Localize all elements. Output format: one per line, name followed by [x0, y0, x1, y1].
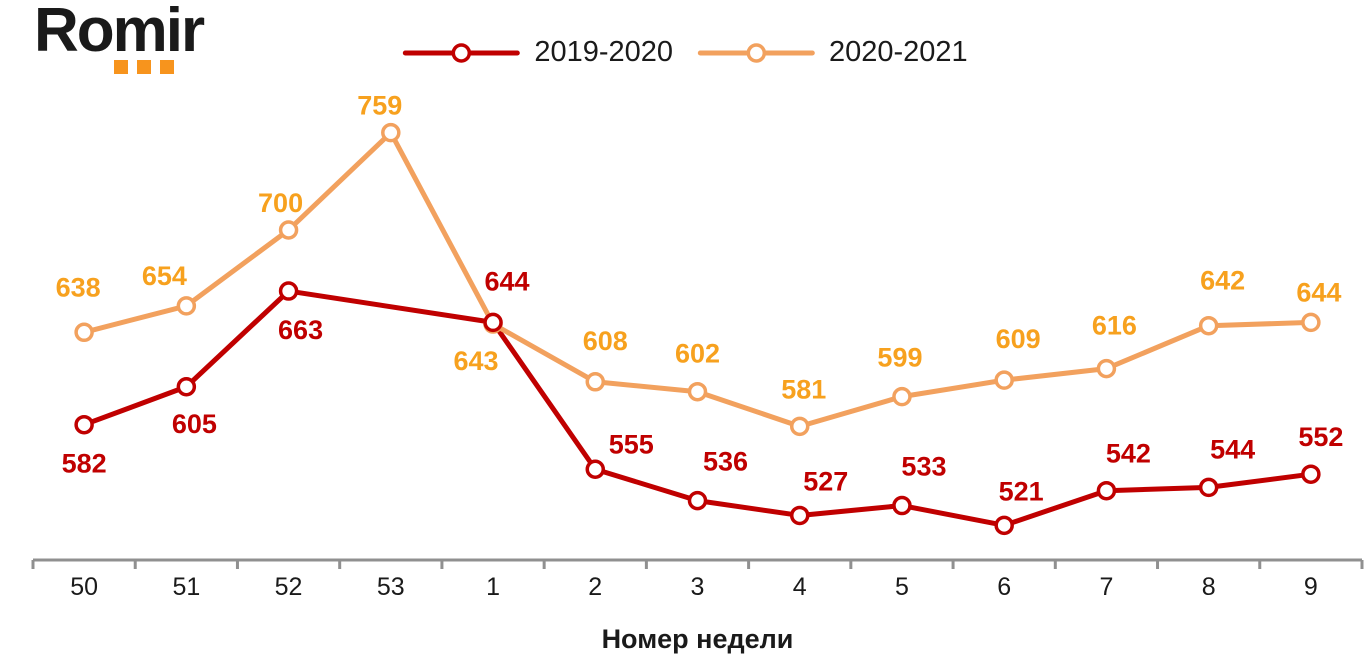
data-label-series-0: 552 [1298, 422, 1343, 452]
logo-dot-icon [137, 60, 151, 74]
romir-logo: Romir [34, 0, 205, 74]
data-point-series-0 [278, 281, 299, 301]
x-tick-label: 53 [377, 573, 405, 601]
romir-logo-dots-icon [114, 60, 174, 74]
data-label-series-0: 536 [703, 447, 748, 477]
data-point-series-1 [74, 322, 94, 343]
x-tick-label: 7 [1099, 573, 1113, 601]
data-point-series-0 [789, 505, 810, 526]
romir-logo-text: Romir [34, 0, 205, 65]
data-label-series-1: 654 [142, 261, 187, 291]
x-tick-label: 9 [1304, 573, 1318, 601]
data-point-series-1 [1198, 315, 1219, 336]
x-tick-label: 6 [997, 573, 1011, 601]
data-label-series-1: 609 [996, 324, 1041, 354]
data-label-series-0: 644 [485, 266, 530, 296]
x-tick-label: 50 [70, 573, 98, 601]
x-tick-label: 1 [486, 573, 500, 601]
legend-label-series-0: 2019-2020 [534, 36, 673, 68]
legend-line-marker-icon [402, 42, 520, 63]
legend-line-marker-icon [697, 42, 815, 63]
x-tick-label: 52 [275, 573, 303, 601]
logo-dot-icon [114, 60, 128, 74]
data-point-series-1 [176, 296, 197, 316]
data-point-series-0 [994, 515, 1014, 536]
x-tick-label: 3 [691, 573, 705, 601]
series-line-0 [81, 288, 1314, 528]
data-point-series-0 [1096, 480, 1117, 501]
legend: 2019-2020 2020-2021 [402, 36, 968, 69]
data-point-series-1 [1301, 312, 1321, 333]
data-label-series-1: 602 [675, 339, 720, 369]
data-label-series-0: 582 [62, 449, 107, 479]
legend-label-series-1: 2020-2021 [829, 36, 968, 68]
data-label-series-1: 616 [1092, 311, 1137, 341]
x-axis-title: Номер недели [601, 624, 794, 654]
data-label-series-1: 643 [454, 346, 499, 376]
data-label-series-0: 533 [901, 452, 946, 482]
data-label-series-0: 555 [609, 429, 654, 459]
data-point-series-1 [278, 220, 299, 240]
x-tick-label: 5 [895, 573, 909, 601]
x-tick-label: 51 [172, 573, 200, 601]
data-point-series-1 [687, 381, 708, 402]
data-label-series-1: 700 [258, 188, 303, 218]
data-label-series-1: 581 [781, 374, 826, 404]
data-point-series-1 [892, 386, 912, 407]
data-point-series-1 [789, 416, 810, 437]
data-point-series-0 [176, 377, 197, 397]
data-label-series-0: 521 [999, 476, 1044, 506]
legend-item-series-1: 2020-2021 [697, 36, 968, 69]
data-point-series-0 [483, 312, 503, 333]
x-tick-label: 2 [588, 573, 602, 601]
data-point-series-0 [687, 490, 708, 511]
data-point-series-0 [585, 459, 606, 479]
data-label-series-1: 599 [877, 343, 922, 373]
data-point-series-1 [381, 122, 401, 143]
logo-dot-icon [160, 60, 174, 74]
data-label-series-0: 544 [1210, 434, 1255, 464]
data-label-series-1: 642 [1200, 266, 1245, 296]
data-point-series-0 [1301, 464, 1321, 484]
x-tick-label: 4 [793, 573, 807, 601]
data-label-series-1: 608 [583, 326, 628, 356]
data-label-series-0: 542 [1106, 439, 1151, 469]
data-point-series-0 [74, 414, 94, 435]
data-label-series-0: 527 [803, 466, 848, 496]
legend-item-series-0: 2019-2020 [402, 36, 673, 69]
data-point-series-1 [1096, 358, 1117, 379]
data-label-series-0: 663 [278, 315, 323, 345]
data-label-series-1: 759 [357, 91, 402, 121]
x-tick-label: 8 [1202, 573, 1216, 601]
data-point-series-0 [892, 495, 912, 516]
data-point-series-0 [1198, 477, 1219, 498]
data-label-series-1: 644 [1296, 277, 1341, 307]
data-label-series-0: 605 [172, 409, 217, 439]
data-point-series-1 [994, 370, 1014, 390]
data-label-series-1: 638 [56, 272, 101, 302]
data-point-series-1 [585, 372, 606, 392]
